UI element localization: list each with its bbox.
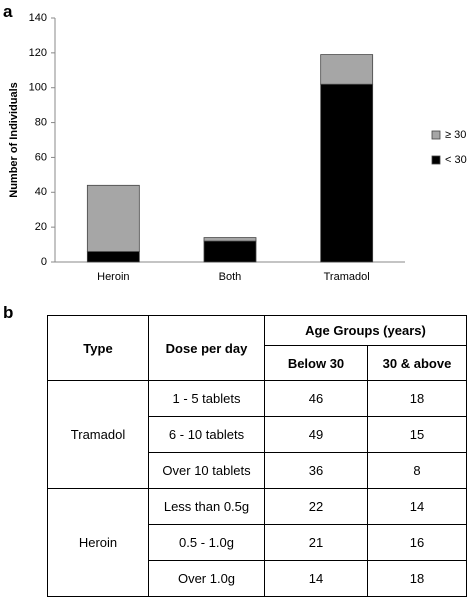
y-tick-label: 140 [29,12,47,24]
panel-label: a [3,2,13,21]
x-tick-label: Heroin [97,271,129,283]
header-cell: 30 & above [367,345,467,381]
y-tick-label: 20 [35,221,47,233]
bar-segment [86,184,140,252]
table-cell: 14 [367,488,467,525]
table-cell: Over 10 tablets [148,452,265,489]
y-tick-label: 60 [35,151,47,163]
table-cell: 0.5 - 1.0g [148,524,265,561]
y-tick-label: 120 [29,47,47,59]
table-cell: 36 [264,452,368,489]
table-row: Over 10 tablets 36 8 [48,452,467,489]
table-row: Tramadol 1 - 5 tablets 46 18 [47,380,467,489]
table-cell: 8 [367,452,467,489]
panel-label: b [3,303,14,322]
table-cell: 6 - 10 tablets [148,416,265,453]
table-cell: 46 [264,380,368,417]
y-tick-label: 100 [29,82,47,94]
table-row: Heroin Less than 0.5g 22 14 [47,488,467,597]
table-cell: Less than 0.5g [148,488,265,525]
legend-label: < 30 [445,154,467,166]
header-cell: Age Groups (years) [264,315,467,346]
header-cell: Type [47,315,149,381]
y-tick-label: 0 [41,256,47,268]
table-cell: 22 [264,488,368,525]
table-cell: 14 [264,560,368,597]
table-cell: 16 [367,524,467,561]
legend-label: ≥ 30 [445,129,466,141]
table-cell: 49 [264,416,368,453]
bar-segment [320,83,374,263]
bar-segment [203,240,257,263]
table-cell: 15 [367,416,467,453]
bar-segment [203,237,257,242]
table-cell: Over 1.0g [148,560,265,597]
table-cell: 1 - 5 tablets [148,380,265,417]
table: Type Dose per day Age Groups (years) Bel… [47,315,467,597]
legend-swatch [431,130,441,140]
legend-swatch [431,155,441,165]
y-axis-title: Number of Individuals [8,82,20,198]
table-row: 0.5 - 1.0g 21 16 [48,524,467,561]
table-cell: Tramadol [47,380,149,489]
bar-segment [86,251,140,263]
chart: Number of Individuals 0 20 40 60 80 100 120 140… [8,12,467,283]
y-tick-label: 40 [35,186,47,198]
table-cell: 21 [264,524,368,561]
x-tick-label: Tramadol [324,271,370,283]
x-tick-label: Both [219,271,242,283]
table-cell: Heroin [47,488,149,597]
table-cell: 18 [367,380,467,417]
header-cell: Below 30 [264,345,368,381]
table-cell: 18 [367,560,467,597]
y-tick-label: 80 [35,116,47,128]
bar-segment [320,54,374,85]
table-row: Over 1.0g 14 18 [48,560,467,597]
header-cell: Dose per day [148,315,265,381]
